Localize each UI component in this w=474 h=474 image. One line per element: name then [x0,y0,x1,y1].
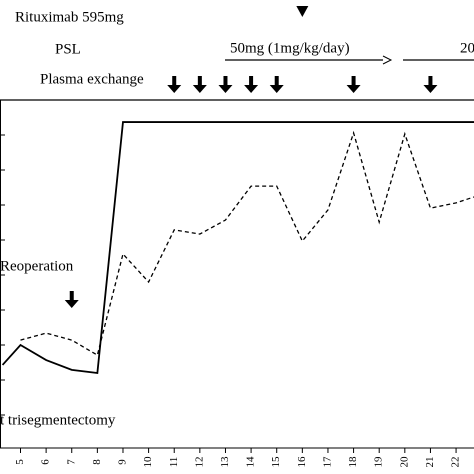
x-tick-label: 18 [347,456,359,468]
x-tick-label: 15 [270,456,282,468]
psl-arrow-head [382,55,393,65]
event-arrow [64,291,79,308]
x-tick-label: 22 [450,457,462,468]
series-line [1,121,474,375]
event-arrow [218,76,233,93]
x-tick-label: 5 [14,459,26,465]
event-arrow [192,76,207,93]
plasma-label: Plasma exchange [40,71,144,87]
rituximab-marker [296,6,309,17]
x-tick-label: 11 [168,457,180,468]
x-tick-label: 13 [219,456,231,468]
x-tick-label: 9 [117,459,129,465]
x-tick-label: 16 [296,456,308,468]
x-tick-label: 12 [193,457,205,468]
psl-phase: 50mg (1mg/kg/day) [230,40,350,56]
x-tick-label: 7 [65,459,77,465]
event-arrow [269,76,284,93]
x-tick-label: 8 [91,459,103,465]
x-tick-label: 10 [142,456,154,468]
rituximab-label: Rituximab 595mg [15,9,124,25]
event-arrow [346,76,361,93]
series-line [20,130,474,357]
annotation: Reoperation [0,258,74,274]
x-tick-label: 20 [398,456,410,468]
psl-phase: 20 [460,40,474,56]
x-tick-label: 19 [373,456,385,468]
x-tick-label: 6 [40,459,52,465]
annotation: t trisegmentectomy [0,412,116,428]
x-tick-label: 17 [321,456,333,468]
psl-label: PSL [55,41,81,57]
event-arrow [167,76,182,93]
x-tick-label: 14 [245,456,257,468]
event-arrow [244,76,259,93]
x-tick-label: 21 [424,457,436,468]
event-arrow [423,76,438,93]
